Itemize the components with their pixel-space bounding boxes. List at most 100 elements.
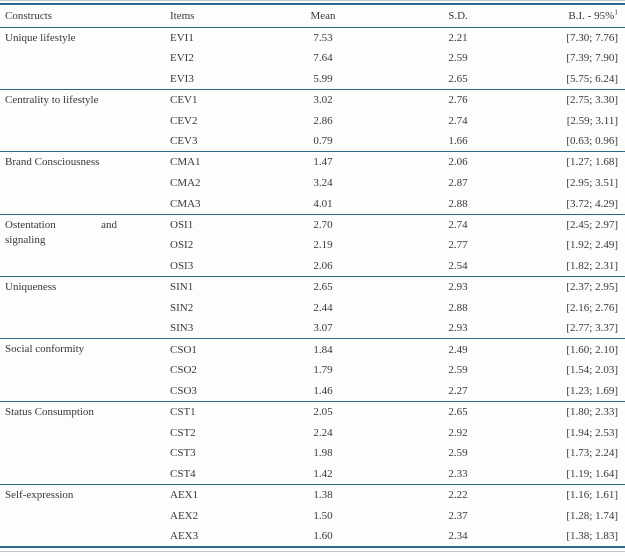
sd-cell: 2.93 [448, 322, 468, 335]
header-row: Constructs Items Mean S.D. B.I. - 95%1 [0, 4, 625, 27]
bi-cell: [0.63; 0.96] [566, 135, 618, 148]
sd-cell: 1.66 [448, 135, 468, 148]
table-row: SIN2 2.44 2.88 [2.16; 2.76] [0, 297, 625, 318]
bi-cell: [1.16; 1.61] [566, 489, 618, 502]
bi-cell: [1.54; 2.03] [566, 364, 618, 377]
sd-cell: 2.93 [448, 281, 468, 294]
mean-cell: 5.99 [313, 72, 333, 85]
bi-cell: [1.80; 2.33] [566, 405, 618, 418]
group-social-conformity: Social conformity CSO1 1.84 2.49 [1.60; … [0, 338, 625, 401]
group-self-expression: Self-expression AEX1 1.38 2.22 [1.16; 1.… [0, 484, 625, 547]
construct-cell: Status Consumption [5, 405, 94, 418]
sd-cell: 2.06 [448, 156, 468, 169]
item-cell: CEV3 [170, 135, 198, 148]
bi-cell: [2.16; 2.76] [566, 301, 618, 314]
bi-cell: [1.27; 1.68] [566, 156, 618, 169]
item-cell: CMA2 [170, 176, 201, 189]
mean-cell: 1.50 [313, 509, 333, 522]
sd-cell: 2.33 [448, 467, 468, 480]
mean-cell: 2.19 [313, 239, 333, 252]
item-cell: AEX3 [170, 530, 199, 543]
group-brand-consciousness: Brand Consciousness CMA1 1.47 2.06 [1.27… [0, 151, 625, 214]
table-row: Ostentation and signaling OSI1 2.70 2.74… [0, 214, 625, 246]
bi-cell: [2.37; 2.95] [566, 281, 618, 294]
table-row: SIN3 3.07 2.93 [2.77; 3.37] [0, 318, 625, 339]
table-row: CST3 1.98 2.59 [1.73; 2.24] [0, 443, 625, 464]
bi-cell: [1.23; 1.69] [566, 384, 618, 397]
table-row: CEV3 0.79 1.66 [0.63; 0.96] [0, 131, 625, 152]
bi-header-label: B.I. - 95% [568, 9, 615, 22]
bi-cell: [2.95; 3.51] [566, 176, 618, 189]
group-status-consumption: Status Consumption CST1 2.05 2.65 [1.80;… [0, 401, 625, 484]
item-cell: SIN3 [170, 322, 194, 335]
table-row: Status Consumption CST1 2.05 2.65 [1.80;… [0, 401, 625, 422]
item-cell: EVI3 [170, 72, 194, 85]
bi-header-footnote-marker: 1 [614, 7, 618, 17]
bi-cell: [1.38; 1.83] [566, 530, 618, 543]
bi-cell: [2.59; 3.11] [566, 114, 618, 127]
item-cell: OSI2 [170, 239, 194, 252]
sd-cell: 2.65 [448, 405, 468, 418]
table-row: CSO2 1.79 2.59 [1.54; 2.03] [0, 360, 625, 381]
construct-cell: Unique lifestyle [5, 31, 76, 44]
bi-cell: [1.19; 1.64] [566, 467, 618, 480]
table-row: Unique lifestyle EVI1 7.53 2.21 [7.30; 7… [0, 27, 625, 48]
mean-cell: 7.64 [313, 52, 333, 65]
item-cell: AEX2 [170, 509, 199, 522]
sd-cell: 2.59 [448, 52, 468, 65]
sd-cell: 2.88 [448, 301, 468, 314]
sd-cell: 2.34 [448, 530, 468, 543]
table-row: EVI3 5.99 2.65 [5.75; 6.24] [0, 69, 625, 90]
bi-cell: [5.75; 6.24] [566, 72, 618, 85]
item-cell: CSO1 [170, 343, 197, 356]
bi-cell: [3.72; 4.29] [566, 197, 618, 210]
item-cell: OSI1 [170, 218, 194, 231]
construct-word: and [101, 218, 117, 231]
col-header-sd: S.D. [448, 9, 468, 22]
table-row: Centrality to lifestyle CEV1 3.02 2.76 [… [0, 89, 625, 110]
construct-cell: Social conformity [5, 343, 85, 356]
mean-cell: 3.02 [313, 94, 333, 107]
table-row: CMA2 3.24 2.87 [2.95; 3.51] [0, 173, 625, 194]
sd-cell: 2.59 [448, 364, 468, 377]
sd-cell: 2.37 [448, 509, 468, 522]
bi-cell: [2.77; 3.37] [566, 322, 618, 335]
mean-cell: 3.24 [313, 176, 333, 189]
table-row: Social conformity CSO1 1.84 2.49 [1.60; … [0, 339, 625, 360]
item-cell: SIN1 [170, 281, 194, 294]
construct-line-1: Ostentation and [5, 215, 117, 233]
item-cell: CEV1 [170, 94, 198, 107]
mean-cell: 2.44 [313, 301, 333, 314]
mean-cell: 4.01 [313, 197, 333, 210]
bi-cell: [7.30; 7.76] [566, 31, 618, 44]
item-cell: CMA3 [170, 197, 201, 210]
table-row: CMA3 4.01 2.88 [3.72; 4.29] [0, 193, 625, 214]
mean-cell: 0.79 [313, 135, 333, 148]
col-header-items: Items [170, 9, 195, 22]
mean-cell: 7.53 [313, 31, 333, 44]
sd-cell: 2.77 [448, 239, 468, 252]
mean-cell: 1.98 [313, 447, 333, 460]
sd-cell: 2.54 [448, 259, 468, 272]
sd-cell: 2.65 [448, 72, 468, 85]
item-cell: CMA1 [170, 156, 201, 169]
group-centrality-to-lifestyle: Centrality to lifestyle CEV1 3.02 2.76 [… [0, 89, 625, 151]
mean-cell: 3.07 [313, 322, 333, 335]
bi-cell: [2.45; 2.97] [566, 218, 618, 231]
item-cell: OSI3 [170, 259, 194, 272]
construct-cell: Ostentation and signaling [0, 214, 163, 276]
sd-cell: 2.49 [448, 343, 468, 356]
table-row: OSI2 2.19 2.77 [1.92; 2.49] [0, 235, 625, 256]
sd-cell: 2.22 [448, 489, 468, 502]
table-row: AEX2 1.50 2.37 [1.28; 1.74] [0, 505, 625, 526]
bi-cell: [1.28; 1.74] [566, 509, 618, 522]
bi-cell: [1.60; 2.10] [566, 343, 618, 356]
mean-cell: 2.05 [313, 405, 333, 418]
constructs-descriptives-table: Constructs Items Mean S.D. B.I. - 95%1 U… [0, 3, 625, 548]
sd-cell: 2.27 [448, 384, 468, 397]
construct-line-2: signaling [5, 233, 46, 246]
item-cell: CEV2 [170, 114, 198, 127]
construct-cell: Centrality to lifestyle [5, 93, 99, 106]
